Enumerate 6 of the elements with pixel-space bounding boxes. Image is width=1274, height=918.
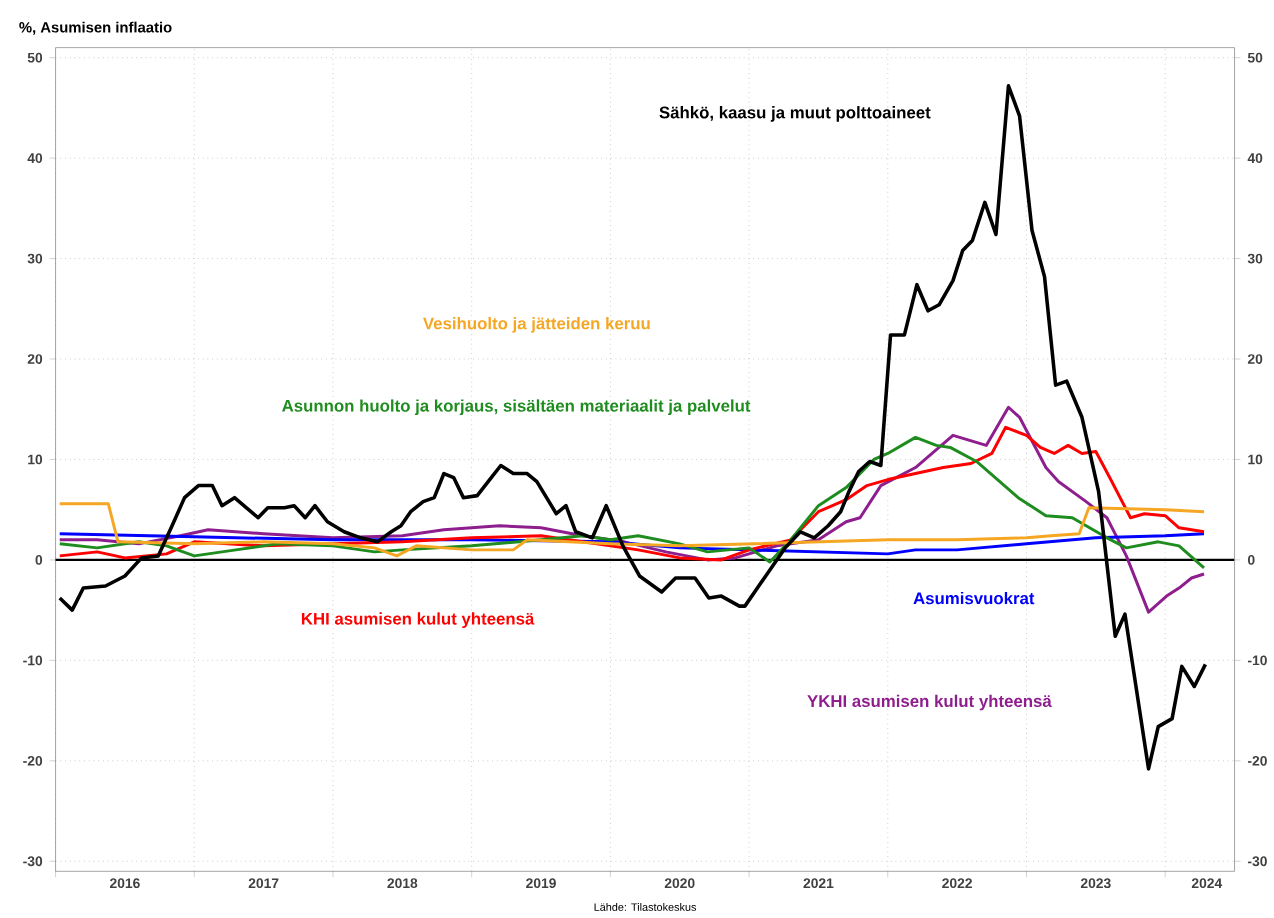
text: Vesihuolto ja jätteiden keruu <box>423 316 650 333</box>
text: Asunnon huolto ja korjaus, sisältäen materiaalit ja palvelut <box>282 398 751 415</box>
text: YKHI asumisen kulut yhteensä <box>807 694 1052 710</box>
text: KHI asumisen kulut yhteensä <box>301 611 535 628</box>
text: Asumisvuokrat <box>913 591 1035 604</box>
text: Sähkö, kaasu ja muut polttoaineet <box>659 105 931 122</box>
